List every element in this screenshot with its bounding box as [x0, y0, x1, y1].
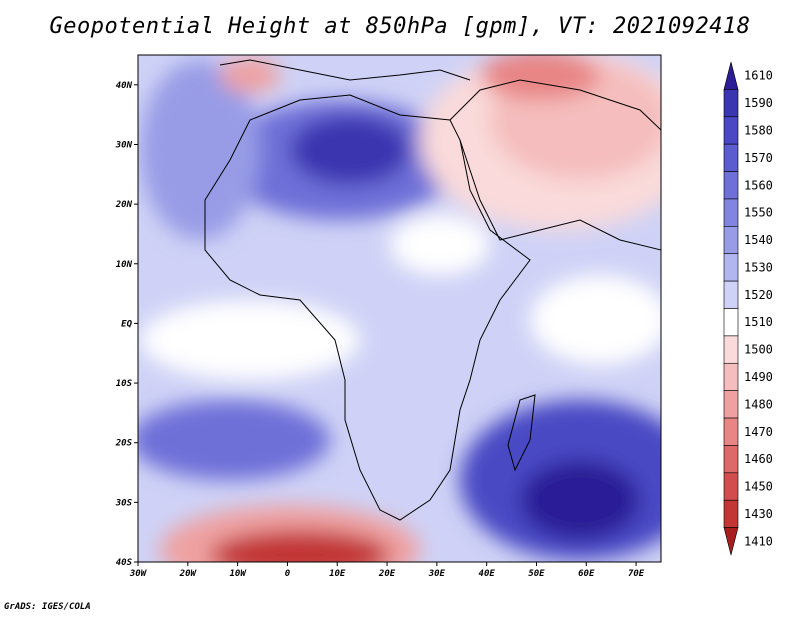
credit-text: GrADS: IGES/COLA	[4, 602, 91, 612]
lon-tick-label: 40E	[479, 569, 496, 579]
colorbar-swatch	[723, 116, 739, 145]
map-title: Geopotential Height at 850hPa [gpm], VT:…	[49, 14, 751, 39]
lon-tick-label: 10W	[229, 569, 247, 579]
colorbar-swatch	[723, 308, 739, 337]
lon-tick-label: 20E	[378, 569, 396, 579]
colorbar: 1610 1590 1580 1570 1560 1550 1540 1530 1520 1510…	[723, 61, 773, 556]
height-field	[138, 55, 661, 562]
colorbar-swatch	[723, 280, 739, 309]
colorbar-swatch	[723, 445, 739, 474]
colorbar-label: 1520	[744, 288, 773, 302]
lat-tick-label: EQ	[121, 319, 132, 329]
lat-tick-label: 10S	[116, 379, 133, 389]
colorbar-label: 1410	[744, 534, 773, 548]
colorbar-label: 1510	[744, 315, 773, 329]
lon-tick-label: 60E	[578, 569, 595, 579]
colorbar-swatch	[723, 362, 739, 391]
lat-tick-label: 20N	[115, 200, 133, 210]
lat-tick-label: 30S	[115, 498, 133, 508]
plot-frame	[137, 54, 662, 563]
colorbar-label: 1480	[744, 397, 773, 411]
lon-tick-label: 70E	[628, 569, 645, 579]
colorbar-swatch	[723, 171, 739, 200]
colorbar-swatch	[723, 472, 739, 501]
colorbar-label: 1430	[744, 507, 773, 521]
colorbar-swatch	[723, 335, 739, 364]
colorbar-label: 1540	[744, 233, 773, 247]
colorbar-label: 1560	[744, 178, 773, 192]
lon-tick-label: 30W	[129, 569, 148, 579]
lon-tick-label: 0	[285, 569, 291, 579]
lat-tick-label: 40N	[116, 81, 133, 91]
colorbar-label: 1580	[744, 123, 773, 137]
colorbar-label: 1450	[744, 480, 773, 494]
axis-ticks: 30W 20W 10W 0 10E 20E 30E 40E 50E 60E 70E 40N 30N 20N…	[115, 81, 645, 579]
colorbar-swatch	[723, 499, 739, 528]
colorbar-label: 1470	[744, 425, 773, 439]
colorbar-label: 1590	[744, 96, 773, 110]
coastlines	[204, 59, 661, 521]
colorbar-label: 1530	[744, 260, 773, 274]
colorbar-label: 1500	[744, 343, 773, 357]
colorbar-swatch	[723, 61, 739, 90]
colorbar-swatch	[723, 253, 739, 282]
colorbar-swatch	[723, 417, 739, 446]
lat-tick-label: 40S	[116, 558, 133, 568]
colorbar-label: 1460	[744, 452, 773, 466]
lat-tick-label: 30N	[115, 140, 133, 150]
lat-tick-label: 10N	[116, 260, 133, 270]
colorbar-swatch	[723, 143, 739, 172]
colorbar-swatch	[723, 527, 739, 556]
lon-tick-label: 50E	[528, 569, 545, 579]
lon-tick-label: 30E	[428, 569, 446, 579]
lon-tick-label: 10E	[329, 569, 346, 579]
colorbar-swatch	[723, 226, 739, 255]
colorbar-label: 1490	[744, 370, 773, 384]
colorbar-swatch	[723, 89, 739, 118]
colorbar-swatch	[723, 198, 739, 227]
lat-tick-label: 20S	[115, 439, 133, 449]
colorbar-label: 1610	[744, 69, 773, 83]
colorbar-label: 1570	[744, 151, 773, 165]
lon-tick-label: 20W	[179, 569, 198, 579]
colorbar-swatch	[723, 390, 739, 419]
colorbar-label: 1550	[744, 206, 773, 220]
